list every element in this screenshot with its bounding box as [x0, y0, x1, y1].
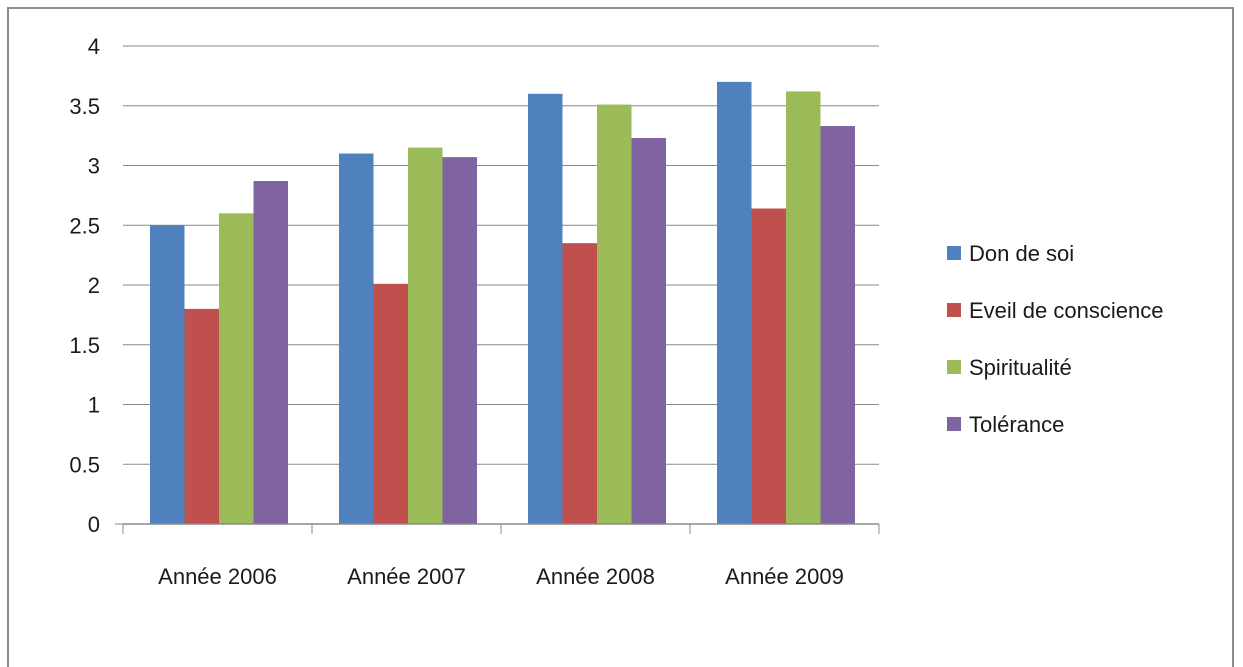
y-axis-tick-labels: 0 0.5 1 1.5 2 2.5 3 3.5 4 [69, 34, 100, 537]
bar-spiritualit--2 [597, 104, 632, 525]
bars [150, 81, 855, 525]
bar-tol-rance-0 [253, 181, 288, 524]
y-tick-label: 0.5 [69, 452, 100, 477]
y-tick-label: 2 [88, 273, 100, 298]
legend-label: Spiritualité [969, 355, 1072, 380]
x-tick-label: Année 2007 [347, 564, 466, 589]
bar-eveil-de-conscience-2 [562, 243, 597, 525]
bar-tol-rance-2 [631, 138, 666, 524]
bar-eveil-de-conscience-3 [751, 208, 786, 524]
legend-label: Tolérance [969, 412, 1064, 437]
bar-spiritualit--0 [219, 213, 254, 525]
x-tick-label: Année 2008 [536, 564, 655, 589]
x-tick-label: Année 2009 [725, 564, 844, 589]
y-tick-label: 1 [88, 393, 100, 418]
legend-swatch [947, 303, 961, 317]
bar-don-de-soi-0 [150, 225, 185, 524]
y-tick-label: 4 [88, 34, 100, 59]
bar-eveil-de-conscience-1 [373, 283, 408, 524]
legend-swatch [947, 417, 961, 431]
bar-tol-rance-3 [820, 126, 855, 524]
y-tick-label: 2.5 [69, 213, 100, 238]
bar-spiritualit--1 [408, 147, 443, 524]
x-tick-label: Année 2006 [158, 564, 277, 589]
legend: Don de soi Eveil de conscience Spiritualit… [947, 241, 1163, 437]
y-tick-label: 0 [88, 512, 100, 537]
legend-label: Eveil de conscience [969, 298, 1163, 323]
bar-don-de-soi-3 [717, 81, 752, 524]
legend-label: Don de soi [969, 241, 1074, 266]
bar-don-de-soi-1 [339, 153, 374, 525]
x-axis [115, 523, 880, 534]
x-axis-tick-labels: Année 2006 Année 2007 Année 2008 Année 2009 [158, 564, 844, 589]
bar-eveil-de-conscience-0 [184, 308, 219, 524]
y-tick-label: 3 [88, 154, 100, 179]
y-tick-label: 3.5 [69, 94, 100, 119]
bar-don-de-soi-2 [528, 93, 563, 525]
bar-spiritualit--3 [786, 91, 821, 524]
legend-swatch [947, 246, 961, 260]
bar-tol-rance-1 [442, 157, 477, 524]
y-tick-label: 1.5 [69, 333, 100, 358]
legend-swatch [947, 360, 961, 374]
